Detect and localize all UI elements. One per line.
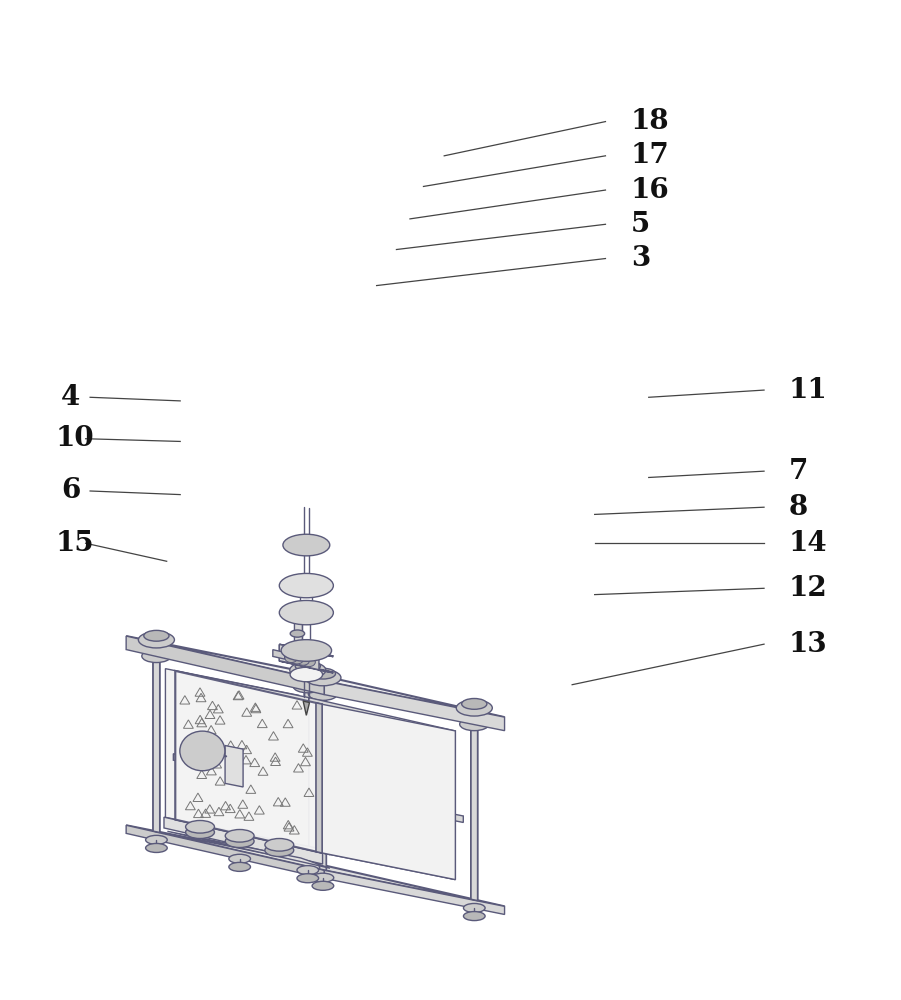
Ellipse shape	[279, 573, 333, 598]
Ellipse shape	[312, 873, 333, 882]
Ellipse shape	[146, 835, 168, 844]
Ellipse shape	[461, 698, 487, 709]
Ellipse shape	[186, 826, 214, 839]
Ellipse shape	[293, 680, 323, 693]
Ellipse shape	[463, 912, 485, 921]
Polygon shape	[126, 825, 324, 878]
Ellipse shape	[460, 718, 489, 731]
Text: 13: 13	[788, 631, 827, 658]
Ellipse shape	[141, 650, 171, 663]
Polygon shape	[314, 702, 322, 853]
Text: 16: 16	[631, 177, 669, 204]
Polygon shape	[126, 636, 505, 717]
Ellipse shape	[297, 874, 319, 883]
Ellipse shape	[290, 630, 305, 637]
Polygon shape	[305, 686, 311, 863]
Polygon shape	[322, 704, 455, 880]
Polygon shape	[316, 703, 322, 853]
Text: 12: 12	[788, 575, 827, 602]
Ellipse shape	[229, 862, 250, 871]
Polygon shape	[173, 754, 330, 796]
Ellipse shape	[283, 534, 330, 556]
Polygon shape	[309, 698, 455, 880]
Polygon shape	[176, 820, 455, 880]
Polygon shape	[324, 870, 505, 914]
Polygon shape	[322, 704, 330, 855]
Ellipse shape	[296, 656, 309, 665]
Ellipse shape	[285, 654, 297, 663]
Polygon shape	[176, 671, 322, 853]
Polygon shape	[316, 703, 322, 853]
Text: 3: 3	[631, 245, 650, 272]
Polygon shape	[279, 645, 319, 670]
Polygon shape	[319, 693, 326, 870]
Text: 11: 11	[788, 377, 827, 404]
Ellipse shape	[305, 670, 341, 686]
Polygon shape	[164, 817, 323, 864]
Text: 4: 4	[61, 384, 80, 411]
Text: 15: 15	[56, 530, 95, 557]
Polygon shape	[176, 671, 309, 846]
Polygon shape	[279, 661, 333, 673]
Polygon shape	[470, 723, 478, 901]
Ellipse shape	[310, 668, 335, 679]
Polygon shape	[126, 636, 324, 695]
Ellipse shape	[291, 655, 304, 664]
Ellipse shape	[290, 662, 326, 678]
Ellipse shape	[279, 600, 333, 625]
Ellipse shape	[456, 700, 492, 716]
Text: 18: 18	[631, 108, 669, 135]
Polygon shape	[295, 621, 303, 647]
Ellipse shape	[308, 687, 338, 700]
Ellipse shape	[229, 854, 250, 863]
Polygon shape	[166, 669, 299, 844]
Polygon shape	[330, 789, 463, 822]
Polygon shape	[324, 681, 505, 731]
Ellipse shape	[265, 844, 294, 857]
Polygon shape	[303, 701, 310, 715]
Ellipse shape	[463, 903, 485, 912]
Ellipse shape	[312, 881, 333, 890]
Ellipse shape	[139, 632, 175, 648]
Ellipse shape	[186, 820, 214, 833]
Ellipse shape	[290, 667, 323, 682]
Polygon shape	[471, 724, 478, 901]
Text: 14: 14	[788, 530, 827, 557]
Ellipse shape	[281, 640, 332, 661]
Polygon shape	[305, 686, 312, 863]
Ellipse shape	[303, 658, 315, 667]
Ellipse shape	[225, 829, 254, 842]
Ellipse shape	[265, 839, 294, 851]
Polygon shape	[168, 831, 330, 868]
Ellipse shape	[146, 843, 168, 852]
Text: 10: 10	[56, 425, 95, 452]
Polygon shape	[153, 655, 160, 833]
Ellipse shape	[180, 731, 225, 771]
Polygon shape	[273, 650, 285, 659]
Ellipse shape	[225, 835, 254, 848]
Text: 6: 6	[61, 477, 81, 504]
Polygon shape	[153, 655, 159, 832]
Text: 7: 7	[788, 458, 808, 485]
Text: 5: 5	[631, 211, 650, 238]
Polygon shape	[279, 645, 333, 656]
Polygon shape	[320, 693, 326, 870]
Ellipse shape	[296, 661, 321, 671]
Polygon shape	[126, 825, 505, 906]
Text: 17: 17	[631, 142, 669, 169]
Polygon shape	[279, 645, 294, 664]
Ellipse shape	[144, 630, 169, 641]
Ellipse shape	[297, 866, 319, 875]
Text: 8: 8	[788, 494, 807, 521]
Polygon shape	[225, 746, 243, 787]
